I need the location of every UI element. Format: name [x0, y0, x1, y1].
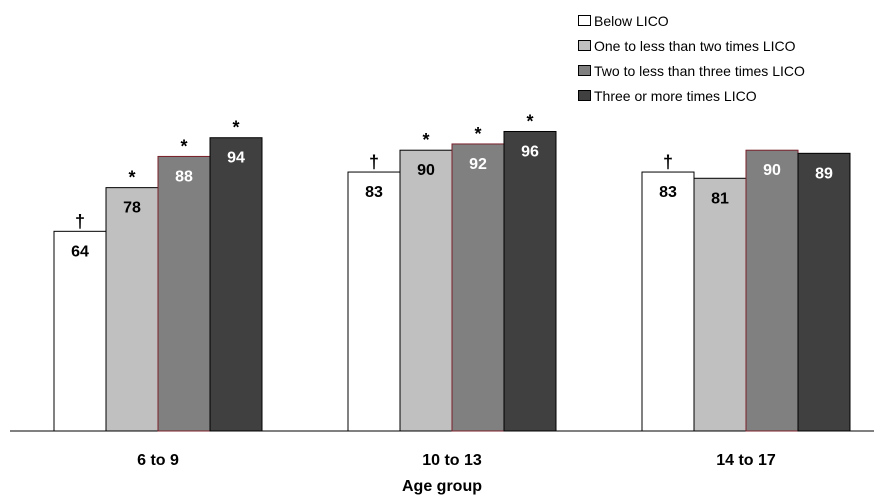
legend-item-two-to-three: Two to less than three times LICO — [578, 58, 805, 83]
significance-mark: * — [180, 136, 187, 156]
bar-value-label: 64 — [71, 243, 89, 260]
bar — [641, 171, 695, 432]
bar — [157, 155, 211, 432]
legend-label-two-to-three: Two to less than three times LICO — [594, 62, 805, 79]
bar-value-label: 90 — [763, 162, 781, 179]
legend-label-three-or-more: Three or more times LICO — [594, 87, 757, 104]
bar-value-label: 96 — [521, 143, 539, 160]
significance-mark: * — [474, 124, 481, 144]
bar — [503, 130, 557, 432]
bar — [797, 152, 851, 432]
x-tick-label: 14 to 17 — [716, 452, 776, 469]
significance-mark: * — [422, 130, 429, 150]
legend-item-below-lico: Below LICO — [578, 8, 805, 33]
legend-label-below-lico: Below LICO — [594, 12, 669, 29]
x-axis-title: Age group — [402, 478, 482, 495]
bar-value-label: 94 — [227, 150, 245, 167]
x-tick-label: 6 to 9 — [137, 452, 179, 469]
bar-value-label: 88 — [175, 168, 193, 185]
significance-mark: † — [75, 211, 85, 231]
significance-mark: † — [369, 152, 379, 172]
bar-value-label: 81 — [711, 190, 729, 207]
legend-swatch-two-to-three — [578, 65, 591, 76]
bar — [53, 230, 107, 432]
bar — [745, 149, 799, 432]
bar — [105, 187, 159, 432]
bar-value-label: 90 — [417, 162, 435, 179]
bar-value-label: 83 — [365, 184, 383, 201]
bar — [347, 171, 401, 432]
bar — [209, 137, 263, 432]
bar-value-label: 89 — [815, 165, 833, 182]
legend-item-one-to-two: One to less than two times LICO — [578, 33, 805, 58]
bar-value-label: 78 — [123, 200, 141, 217]
legend-swatch-three-or-more — [578, 90, 591, 101]
bar — [693, 177, 747, 432]
x-tick-label: 10 to 13 — [422, 452, 482, 469]
legend-label-one-to-two: One to less than two times LICO — [594, 37, 796, 54]
legend-item-three-or-more: Three or more times LICO — [578, 83, 805, 108]
significance-mark: * — [232, 118, 239, 138]
bar — [451, 143, 505, 432]
significance-mark: † — [663, 152, 673, 172]
legend: Below LICO One to less than two times LI… — [578, 8, 805, 108]
legend-swatch-one-to-two — [578, 40, 591, 51]
bar — [399, 149, 453, 432]
bar-value-label: 92 — [469, 156, 487, 173]
bar-value-label: 83 — [659, 184, 677, 201]
significance-mark: * — [526, 111, 533, 131]
significance-mark: * — [128, 168, 135, 188]
legend-swatch-below-lico — [578, 15, 591, 26]
